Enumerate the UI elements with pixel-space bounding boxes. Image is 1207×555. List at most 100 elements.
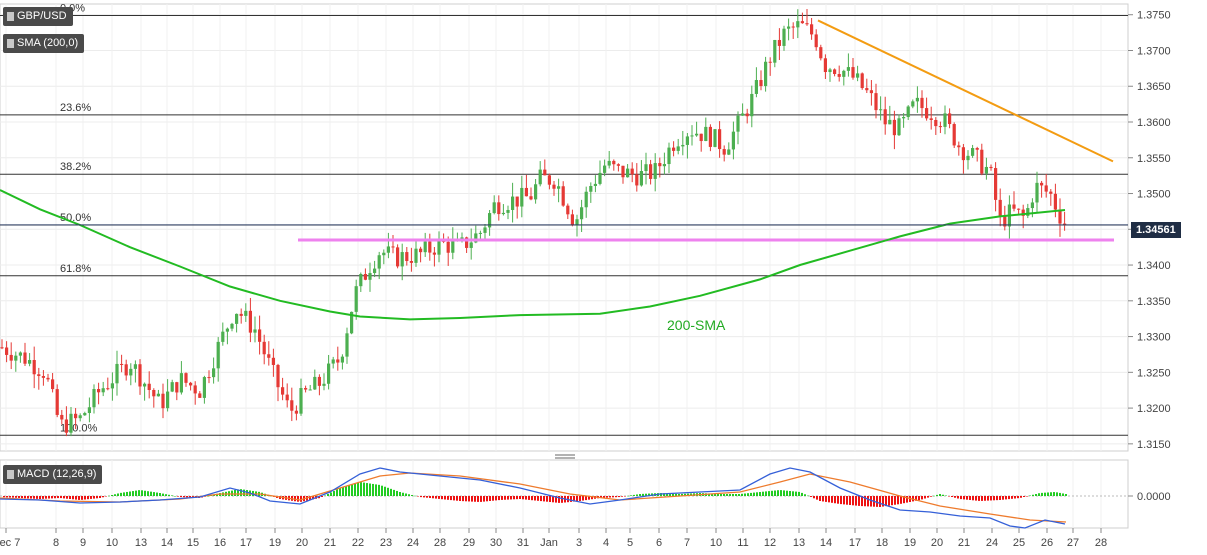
- macd-histogram-bar: [486, 496, 488, 502]
- candle-body: [101, 388, 105, 393]
- macd-histogram-bar: [96, 496, 98, 499]
- macd-histogram-bar: [1032, 494, 1034, 496]
- candle-body: [1063, 223, 1067, 225]
- macd-histogram-bar: [777, 490, 779, 496]
- macd-histogram-bar: [399, 492, 401, 496]
- candle-body: [271, 357, 275, 365]
- macd-histogram-bar: [372, 483, 374, 496]
- macd-histogram-bar: [864, 496, 866, 507]
- candle-body: [225, 328, 229, 332]
- macd-histogram-bar: [831, 496, 833, 503]
- candle-body: [106, 388, 110, 390]
- overlays: 200-SMA: [0, 19, 1128, 333]
- macd-histogram-bar: [468, 496, 470, 502]
- macd-histogram-bar: [753, 492, 755, 496]
- macd-histogram-bar: [798, 491, 800, 496]
- candle-body: [248, 310, 252, 333]
- candle-body: [759, 80, 763, 87]
- x-tick-label: 27: [1067, 537, 1079, 549]
- candle-body: [1012, 204, 1016, 209]
- candle-body: [584, 191, 588, 208]
- candle-body: [120, 363, 124, 365]
- macd-histogram-bar: [60, 496, 62, 499]
- candle-body: [814, 34, 818, 48]
- candle-body: [1003, 216, 1007, 227]
- candle-body: [409, 261, 413, 263]
- candle-body: [598, 172, 602, 184]
- candle-body: [787, 26, 791, 29]
- macd-histogram-bar: [918, 496, 920, 501]
- candle-body: [704, 126, 708, 142]
- candle-body: [170, 382, 174, 392]
- x-tick-label: 19: [269, 537, 281, 549]
- candle-body: [520, 187, 524, 207]
- macd-histogram-bar: [837, 496, 839, 504]
- candle-body: [193, 385, 197, 394]
- macd-histogram-bar: [177, 496, 179, 497]
- macd-histogram-bar: [684, 493, 686, 496]
- candle-body: [166, 391, 170, 409]
- macd-histogram-bar: [240, 489, 242, 496]
- macd-histogram-bar: [129, 491, 131, 496]
- macd-histogram-bar: [108, 495, 110, 497]
- macd-histogram-bar: [480, 496, 482, 502]
- candle-body: [566, 205, 570, 215]
- macd-histogram-bar: [978, 496, 980, 501]
- candle-body: [644, 164, 648, 172]
- candle-body: [405, 252, 409, 262]
- macd-histogram-bar: [678, 493, 680, 496]
- candle-body: [138, 364, 142, 387]
- macd-histogram-bar: [579, 496, 581, 501]
- macd-line: [0, 467, 1066, 529]
- x-tick-label: 7: [684, 537, 690, 549]
- macd-histogram-bar: [561, 496, 563, 503]
- macd-histogram-bar: [711, 493, 713, 496]
- candle-body: [869, 90, 873, 94]
- x-tick-label: 23: [380, 537, 392, 549]
- macd-histogram-bar: [33, 496, 35, 499]
- macd-histogram-bar: [369, 483, 371, 496]
- macd-histogram-bar: [105, 496, 107, 497]
- y-tick-label: 1.3600: [1137, 117, 1171, 129]
- candle-body: [83, 413, 87, 416]
- fib-label: 23.6%: [60, 102, 91, 114]
- macd-histogram-bar: [75, 496, 77, 500]
- macd-histogram-bar: [780, 490, 782, 496]
- macd-histogram-bar: [312, 496, 314, 500]
- sma200-line: [0, 189, 1066, 321]
- macd-histogram-bar: [744, 493, 746, 496]
- macd-histogram-bar: [489, 496, 491, 501]
- candle-body: [681, 144, 685, 147]
- macd-histogram-bar: [351, 484, 353, 496]
- macd-histogram-bar: [3, 496, 5, 498]
- macd-histogram-bar: [645, 493, 647, 496]
- candle-body: [994, 168, 998, 200]
- macd-histogram-bar: [981, 496, 983, 501]
- macd-histogram-bar: [885, 496, 887, 507]
- macd-histogram-bar: [171, 495, 173, 496]
- macd-histogram-bar: [333, 491, 335, 496]
- macd-histogram-bar: [1023, 496, 1025, 497]
- macd-pane-frame: [0, 459, 1129, 529]
- fib-label: 100.0%: [60, 422, 98, 434]
- x-tick-label: 6: [656, 537, 662, 549]
- y-tick-label: 1.3300: [1137, 332, 1171, 344]
- macd-histogram-bar: [21, 496, 23, 499]
- candle-body: [851, 67, 855, 78]
- candle-body: [828, 69, 832, 73]
- macd-histogram-bar: [231, 490, 233, 496]
- x-tick-label: 9: [80, 537, 86, 549]
- macd-histogram-bar: [882, 496, 884, 507]
- candle-body: [0, 347, 4, 349]
- candle-body: [934, 119, 938, 127]
- macd-histogram-bar: [570, 496, 572, 502]
- macd-histogram-bar: [768, 491, 770, 496]
- candle-body: [557, 186, 561, 189]
- macd-histogram-bar: [366, 483, 368, 496]
- candle-body: [207, 377, 211, 379]
- macd-histogram-bar: [381, 485, 383, 496]
- candle-body: [230, 323, 234, 329]
- macd-histogram-bar: [1005, 496, 1007, 500]
- macd-histogram-bar: [1041, 492, 1043, 496]
